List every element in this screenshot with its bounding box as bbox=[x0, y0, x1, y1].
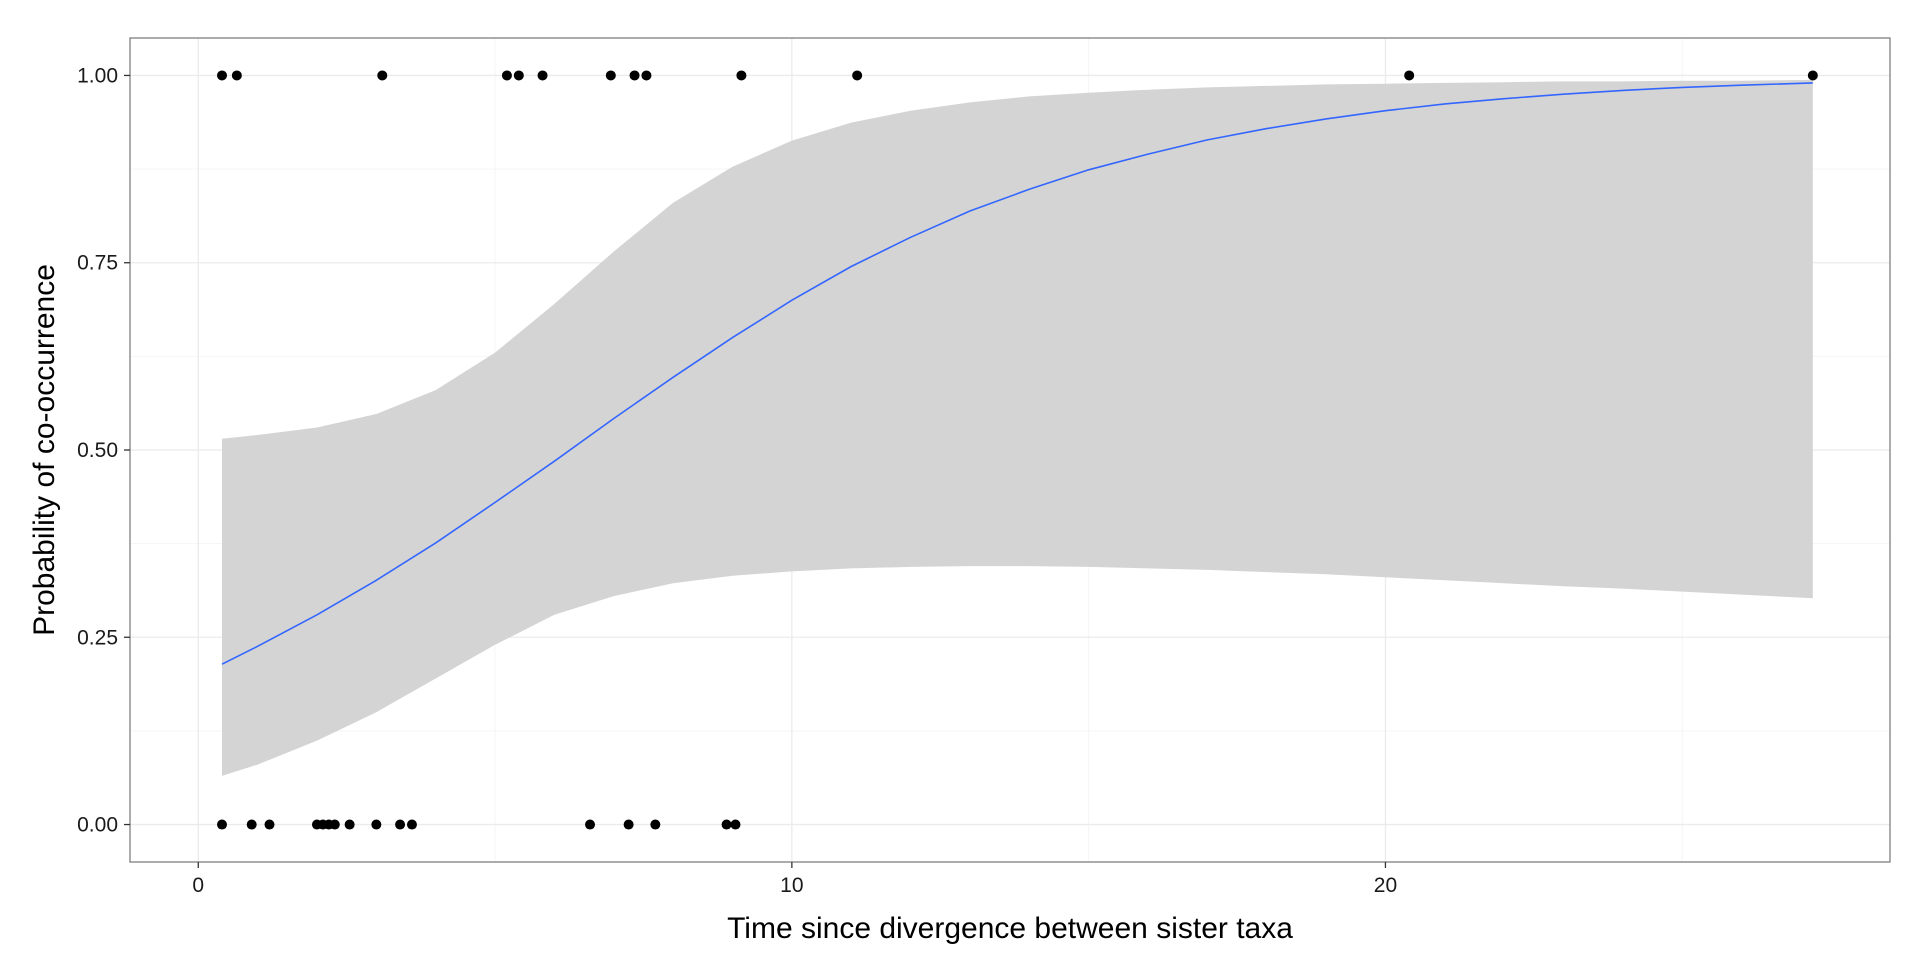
data-point bbox=[721, 819, 732, 830]
data-point bbox=[217, 819, 228, 830]
x-axis-ticks: 0 10 20 bbox=[192, 862, 1397, 897]
x-tick-label: 20 bbox=[1374, 874, 1397, 897]
y-axis-ticks: 0.00 0.25 0.50 0.75 1.00 bbox=[77, 64, 130, 837]
data-point bbox=[585, 819, 596, 830]
data-point bbox=[629, 70, 640, 81]
data-point bbox=[513, 70, 524, 81]
data-point bbox=[231, 70, 242, 81]
y-tick-label: 0.00 bbox=[77, 814, 118, 837]
y-axis-title: Probability of co-occurrence bbox=[28, 264, 61, 636]
x-tick-label: 10 bbox=[780, 874, 803, 897]
data-point bbox=[1807, 70, 1818, 81]
data-point bbox=[623, 819, 634, 830]
data-point bbox=[377, 70, 388, 81]
data-point bbox=[537, 70, 548, 81]
x-tick-label: 0 bbox=[192, 874, 204, 897]
data-point bbox=[217, 70, 228, 81]
data-point bbox=[371, 819, 382, 830]
data-point bbox=[501, 70, 512, 81]
fit-line bbox=[221, 82, 1813, 665]
data-point bbox=[264, 819, 275, 830]
data-point bbox=[641, 70, 652, 81]
data-point bbox=[852, 70, 863, 81]
data-point bbox=[344, 819, 355, 830]
data-point bbox=[395, 819, 406, 830]
y-tick-label: 1.00 bbox=[77, 64, 118, 87]
confidence-ribbon bbox=[222, 79, 1813, 776]
y-tick-label: 0.75 bbox=[77, 252, 118, 275]
data-points bbox=[217, 70, 1818, 830]
data-point bbox=[605, 70, 616, 81]
data-point bbox=[736, 70, 747, 81]
data-point bbox=[1404, 70, 1415, 81]
data-point bbox=[650, 819, 661, 830]
y-tick-label: 0.25 bbox=[77, 626, 118, 649]
data-point bbox=[730, 819, 741, 830]
y-tick-label: 0.50 bbox=[77, 439, 118, 462]
x-axis-title: Time since divergence between sister tax… bbox=[727, 912, 1293, 945]
data-point bbox=[246, 819, 257, 830]
data-point bbox=[406, 819, 417, 830]
data-point bbox=[329, 819, 340, 830]
